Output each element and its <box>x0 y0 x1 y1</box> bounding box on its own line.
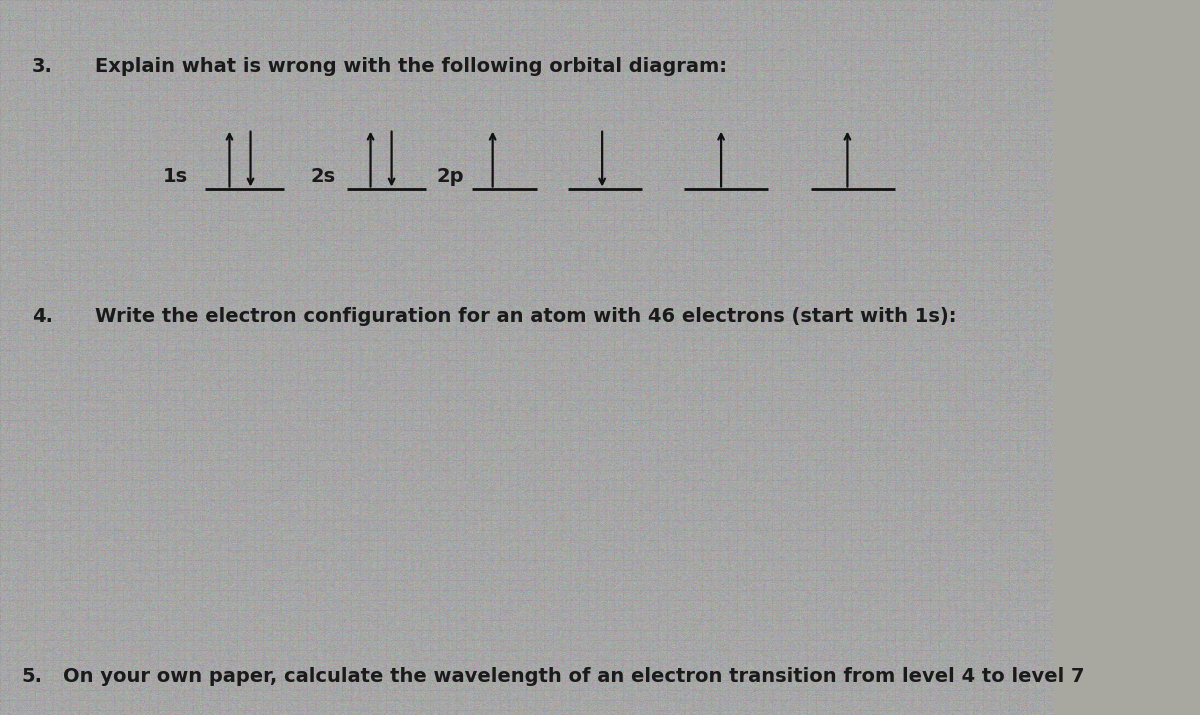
Text: 2p: 2p <box>437 167 464 186</box>
Text: On your own paper, calculate the wavelength of an electron transition from level: On your own paper, calculate the wavelen… <box>64 667 1085 686</box>
Text: Explain what is wrong with the following orbital diagram:: Explain what is wrong with the following… <box>95 57 727 77</box>
Text: 3.: 3. <box>31 57 53 77</box>
Text: 5.: 5. <box>22 667 42 686</box>
Text: 1s: 1s <box>163 167 188 186</box>
Text: Write the electron configuration for an atom with 46 electrons (start with 1s):: Write the electron configuration for an … <box>95 307 956 327</box>
Text: 2s: 2s <box>311 167 336 186</box>
Text: 4.: 4. <box>31 307 53 327</box>
